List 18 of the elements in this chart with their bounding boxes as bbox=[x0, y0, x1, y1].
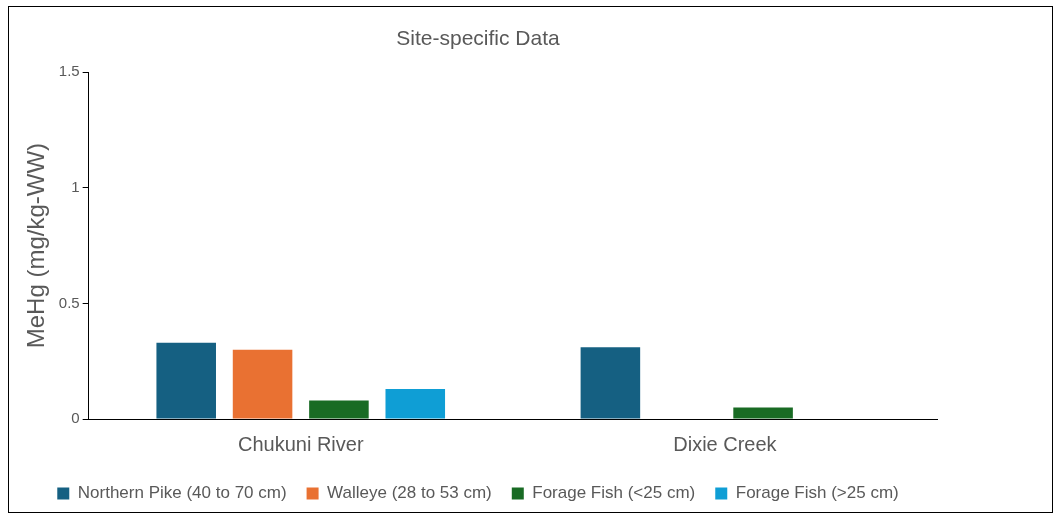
bar bbox=[385, 388, 446, 419]
y-tick-label: 0 bbox=[71, 409, 80, 427]
y-tick-label: 0.5 bbox=[58, 293, 80, 311]
bar bbox=[232, 349, 293, 419]
x-tick-label: Dixie Creek bbox=[673, 432, 778, 455]
y-tick-label: 1 bbox=[71, 177, 80, 195]
legend-label: Walleye (28 to 53 cm) bbox=[327, 483, 492, 503]
y-axis-title: MeHg (mg/kg-WW) bbox=[22, 142, 50, 349]
chart-title: Site-specific Data bbox=[396, 26, 561, 50]
legend-label: Northern Pike (40 to 70 cm) bbox=[77, 483, 287, 503]
bar bbox=[733, 407, 793, 419]
legend-label: Forage Fish (>25 cm) bbox=[735, 483, 899, 503]
bar bbox=[309, 400, 369, 419]
y-tick-label: 1.5 bbox=[58, 62, 80, 80]
x-tick-label: Chukuni River bbox=[237, 432, 364, 455]
legend-label: Forage Fish (<25 cm) bbox=[532, 483, 696, 503]
bar bbox=[156, 342, 216, 419]
bar bbox=[580, 347, 641, 419]
